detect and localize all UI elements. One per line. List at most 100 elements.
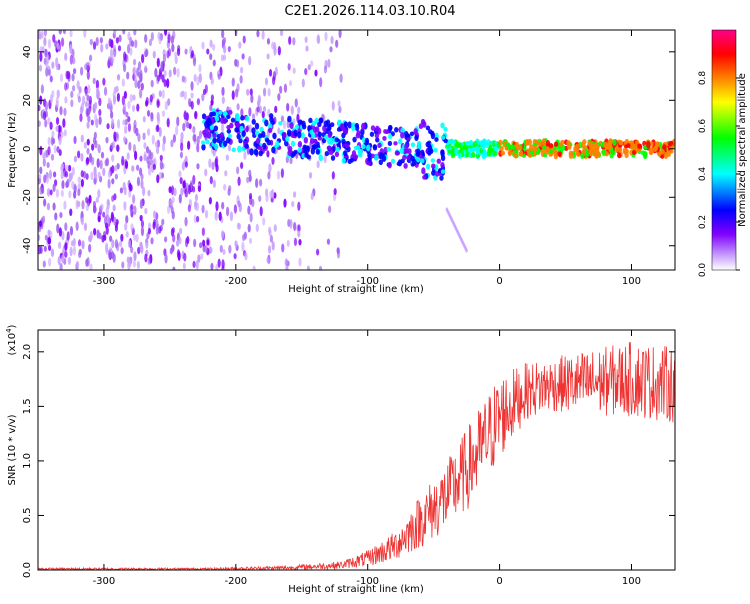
spectrogram-cell (161, 110, 166, 117)
spectrogram-cell (139, 214, 143, 222)
spectrogram-cell (56, 42, 60, 50)
spectrogram-cell (514, 149, 519, 155)
spectrogram-cell (447, 146, 452, 151)
spectrogram-cell (297, 201, 301, 211)
spectrogram-cell (273, 46, 277, 56)
spectrogram-cell (93, 172, 98, 180)
spectrogram-cell (195, 259, 199, 270)
y-multiplier-exponent: 4 (5, 328, 13, 333)
spectrogram-cell (150, 237, 154, 245)
spectrogram-cell (331, 101, 335, 111)
spectrogram-cell (300, 132, 305, 139)
spectrogram-cell (498, 139, 503, 146)
spectrogram-cell (156, 98, 160, 106)
spectrogram-cell (471, 152, 476, 158)
spectrogram-cell (287, 218, 291, 228)
spectrogram-cell (51, 130, 55, 138)
spectrogram-cell (120, 233, 124, 242)
spectrogram-cell (47, 237, 51, 245)
x-tick-label: 100 (622, 276, 641, 287)
spectrogram-cell (397, 159, 403, 167)
spectrogram-cell (226, 128, 232, 134)
spectrogram-cell (247, 205, 251, 215)
spectrogram-cell (69, 246, 73, 257)
spectrogram-cell (126, 43, 131, 54)
spectrogram-cell (95, 118, 99, 129)
x-tick-label: -100 (356, 276, 379, 287)
spectrogram-cell (293, 221, 297, 232)
spectrogram-cell (206, 48, 210, 55)
spectrogram-cell (91, 143, 95, 151)
spectrogram-cell (414, 134, 419, 142)
spectrogram-cell (39, 145, 43, 156)
spectrogram-cell (103, 86, 108, 96)
spectrogram-cell (184, 161, 188, 168)
spectrogram-cell (152, 221, 156, 230)
spectrogram-cell (65, 70, 69, 80)
spectrogram-cell (86, 70, 90, 80)
spectrogram-cell (440, 149, 445, 155)
spectrogram-cell (98, 232, 102, 240)
spectrogram-cell (85, 61, 89, 71)
spectrogram-cell (297, 131, 302, 139)
spectrogram-cell (85, 203, 89, 212)
spectrogram-cell (77, 188, 81, 197)
spectrogram-cell (52, 183, 56, 193)
spectrogram-cell (127, 100, 131, 110)
spectrogram-cell (206, 131, 212, 139)
spectrogram-cell (667, 141, 673, 147)
spectrogram-cell (324, 31, 328, 42)
spectrogram-cell (111, 251, 115, 260)
spectrogram-cell (132, 66, 136, 77)
spectrogram-cell (217, 258, 221, 268)
spectrogram-cell (224, 170, 228, 177)
spectrogram-cell (310, 60, 314, 67)
spectrogram-cell (156, 174, 160, 184)
spectrogram-cell (118, 240, 123, 248)
x-tick-label: -200 (224, 576, 247, 587)
spectrogram-cell (133, 30, 137, 36)
spectrogram-cell (264, 119, 269, 127)
spectrogram-cell (97, 189, 101, 199)
spectrogram-cell (294, 124, 300, 130)
spectrogram-cell (327, 124, 332, 132)
spectrogram-cell (55, 188, 60, 198)
spectrogram-cell (240, 115, 245, 121)
spectrogram-cell (212, 137, 217, 144)
spectrogram-cell (161, 142, 166, 152)
spectrogram-cell (158, 126, 162, 137)
spectrogram-cell (57, 256, 61, 266)
spectrogram-cell (92, 136, 97, 145)
spectrogram-cell (526, 148, 531, 153)
spectrogram-cell (281, 243, 285, 253)
spectrogram-cell (505, 142, 511, 147)
spectrogram-cell (455, 141, 460, 147)
spectrogram-cell (354, 123, 360, 129)
spectrogram-cell (262, 105, 267, 113)
spectrogram-cell (64, 82, 68, 91)
spectrogram-cell (172, 30, 176, 40)
top-y-axis-label: Frequency (Hz) (7, 112, 18, 188)
colorbar-ticks: 0.0 0.2 0.4 0.6 0.8 (698, 71, 740, 277)
spectrogram-cell (180, 131, 184, 140)
spectrogram-cell (201, 113, 207, 120)
spectrogram-cell (133, 205, 137, 215)
spectrogram-cell (80, 102, 84, 113)
spectrogram-cell (192, 126, 196, 134)
bottom-y-axis-label: SNR (10 * v/v) (7, 414, 18, 485)
spectrogram-cell (124, 118, 128, 126)
spectrogram-cell (147, 189, 151, 197)
spectrogram-cell (64, 222, 68, 232)
spectrogram-cell (133, 75, 138, 83)
spectrogram-cell (66, 231, 70, 241)
spectrogram-cell (256, 106, 260, 113)
spectrogram-cell (47, 146, 51, 156)
spectrogram-cell (161, 218, 165, 226)
y-tick-label: 0.0 (22, 562, 33, 578)
spectrogram-cell (298, 257, 302, 267)
spectrogram-cell (286, 129, 292, 136)
spectrogram-cell (108, 38, 112, 47)
spectrogram-cell (39, 51, 43, 62)
spectrogram-cell (624, 151, 629, 159)
spectrogram-cell (128, 189, 132, 198)
